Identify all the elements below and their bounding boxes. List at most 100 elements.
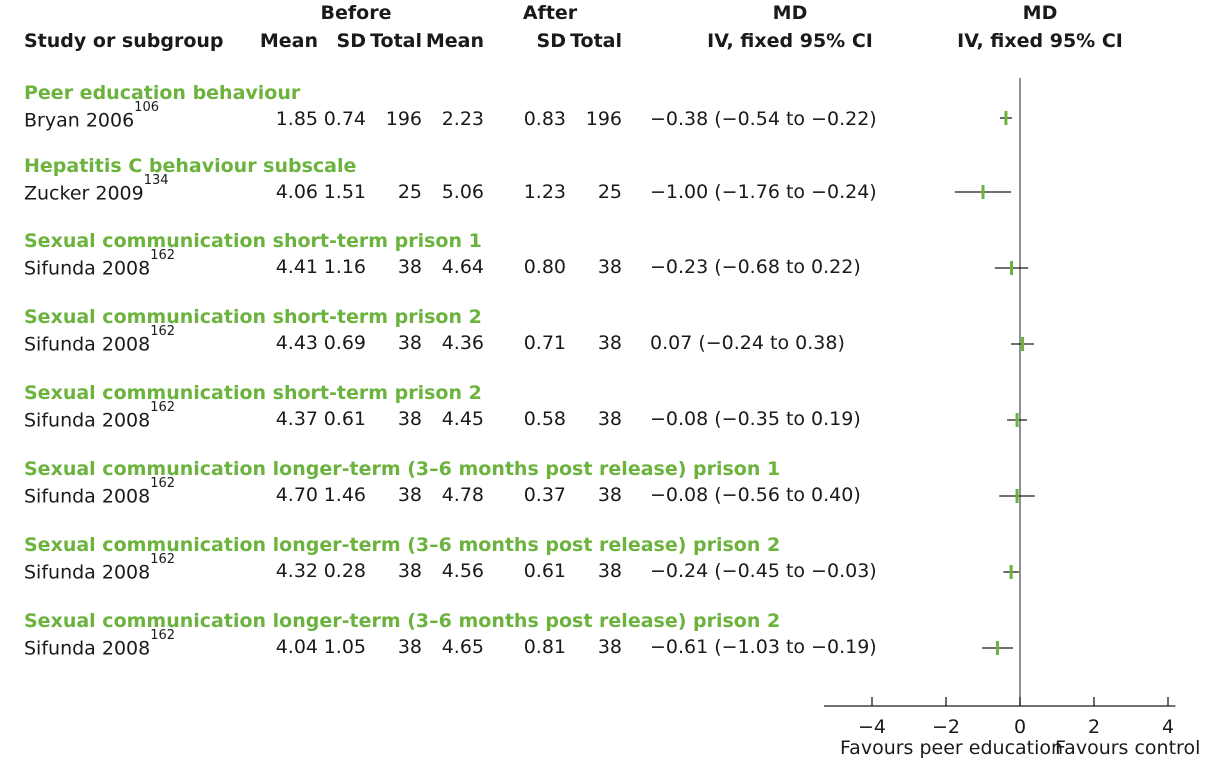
before-total-value: 38 (397, 560, 422, 582)
md-ci-value: −0.08 (−0.35 to 0.19) (650, 408, 861, 430)
study-label: Sifunda 2008 (24, 409, 151, 432)
md-ci-value: −0.24 (−0.45 to −0.03) (650, 560, 877, 582)
subgroup-label: Sexual communication longer-term (3–6 mo… (24, 610, 781, 632)
favours-right-label: Favours control (1055, 737, 1201, 759)
before-mean-value: 4.32 (275, 560, 318, 582)
study-label: Bryan 2006 (24, 109, 135, 132)
study-label: Sifunda 2008 (24, 333, 151, 356)
before-total-value: 38 (397, 484, 422, 506)
subgroup-label: Sexual communication short-term prison 2 (24, 306, 482, 328)
header-study: Study or subgroup (24, 30, 224, 52)
after-sd-value: 0.37 (523, 484, 566, 506)
after-total-value: 38 (597, 256, 622, 278)
before-mean-value: 4.41 (275, 256, 318, 278)
x-tick-label: 4 (1162, 716, 1174, 738)
reference-number: 162 (150, 552, 176, 567)
after-total-value: 38 (597, 408, 622, 430)
x-tick-label: 2 (1088, 716, 1100, 738)
before-total-value: 196 (385, 108, 422, 130)
header-md-ci-plot: IV, fixed 95% CI (957, 30, 1123, 52)
subgroup-label: Sexual communication short-term prison 1 (24, 230, 482, 252)
before-total-value: 38 (397, 636, 422, 658)
study-name: Bryan 2006106 (24, 100, 159, 132)
reference-number: 134 (143, 173, 169, 188)
before-mean-value: 4.37 (275, 408, 318, 430)
after-mean-value: 4.56 (441, 560, 484, 582)
study-label: Sifunda 2008 (24, 257, 151, 280)
after-total-value: 38 (597, 636, 622, 658)
after-total-value: 25 (597, 181, 622, 203)
after-sd-value: 1.23 (523, 181, 566, 203)
before-sd-value: 0.61 (323, 408, 366, 430)
after-sd-value: 0.83 (523, 108, 566, 130)
md-ci-value: −0.38 (−0.54 to −0.22) (650, 108, 877, 130)
before-total-value: 38 (397, 332, 422, 354)
after-mean-value: 5.06 (441, 181, 484, 203)
after-mean-value: 4.65 (441, 636, 484, 658)
reference-number: 106 (134, 100, 159, 115)
study-label: Sifunda 2008 (24, 485, 151, 508)
header-before-total: Total (370, 30, 422, 52)
before-sd-value: 1.05 (323, 636, 366, 658)
header-after: After (522, 2, 578, 24)
before-mean-value: 4.04 (275, 636, 318, 658)
after-mean-value: 4.64 (441, 256, 484, 278)
after-total-value: 38 (597, 332, 622, 354)
after-mean-value: 4.36 (441, 332, 484, 354)
before-mean-value: 1.85 (275, 108, 318, 130)
after-total-value: 38 (597, 560, 622, 582)
before-sd-value: 1.16 (323, 256, 366, 278)
md-ci-value: −0.08 (−0.56 to 0.40) (650, 484, 861, 506)
study-label: Sifunda 2008 (24, 637, 151, 660)
favours-left-label: Favours peer education (840, 737, 1064, 759)
before-total-value: 38 (397, 256, 422, 278)
before-sd-value: 1.51 (323, 181, 366, 203)
study-name: Sifunda 2008162 (24, 476, 175, 508)
header-after-total: Total (570, 30, 622, 52)
reference-number: 162 (150, 476, 176, 491)
header-md-text: MD (772, 2, 808, 24)
md-ci-value: 0.07 (−0.24 to 0.38) (650, 332, 845, 354)
header-md-plot: MD (1022, 2, 1058, 24)
study-name: Sifunda 2008162 (24, 324, 175, 356)
study-label: Zucker 2009 (24, 182, 144, 205)
header-after-sd: SD (536, 30, 566, 52)
md-ci-value: −1.00 (−1.76 to −0.24) (650, 181, 877, 203)
reference-number: 162 (150, 248, 176, 263)
before-mean-value: 4.70 (275, 484, 318, 506)
study-label: Sifunda 2008 (24, 561, 151, 584)
before-total-value: 25 (397, 181, 422, 203)
before-sd-value: 0.74 (323, 108, 366, 130)
x-tick-label: −2 (932, 716, 960, 738)
before-mean-value: 4.43 (275, 332, 318, 354)
after-mean-value: 4.45 (441, 408, 484, 430)
after-mean-value: 2.23 (441, 108, 484, 130)
before-total-value: 38 (397, 408, 422, 430)
header-before: Before (320, 2, 392, 24)
after-sd-value: 0.58 (523, 408, 566, 430)
after-sd-value: 0.71 (523, 332, 566, 354)
md-ci-value: −0.61 (−1.03 to −0.19) (650, 636, 877, 658)
after-sd-value: 0.61 (523, 560, 566, 582)
x-tick-label: 0 (1014, 716, 1026, 738)
header-after-mean: Mean (425, 30, 484, 52)
md-ci-value: −0.23 (−0.68 to 0.22) (650, 256, 861, 278)
before-mean-value: 4.06 (275, 181, 318, 203)
study-name: Sifunda 2008162 (24, 400, 175, 432)
subgroup-label: Hepatitis C behaviour subscale (24, 155, 357, 177)
header-before-sd: SD (336, 30, 366, 52)
reference-number: 162 (150, 324, 176, 339)
study-name: Sifunda 2008162 (24, 248, 175, 280)
study-name: Zucker 2009134 (24, 173, 169, 205)
subgroup-label: Sexual communication longer-term (3–6 mo… (24, 534, 781, 556)
before-sd-value: 1.46 (323, 484, 366, 506)
reference-number: 162 (150, 400, 176, 415)
header-md-ci-text: IV, fixed 95% CI (707, 30, 873, 52)
after-mean-value: 4.78 (441, 484, 484, 506)
x-tick-label: −4 (858, 716, 886, 738)
header-before-mean: Mean (259, 30, 318, 52)
after-sd-value: 0.81 (523, 636, 566, 658)
study-name: Sifunda 2008162 (24, 552, 175, 584)
before-sd-value: 0.28 (323, 560, 366, 582)
